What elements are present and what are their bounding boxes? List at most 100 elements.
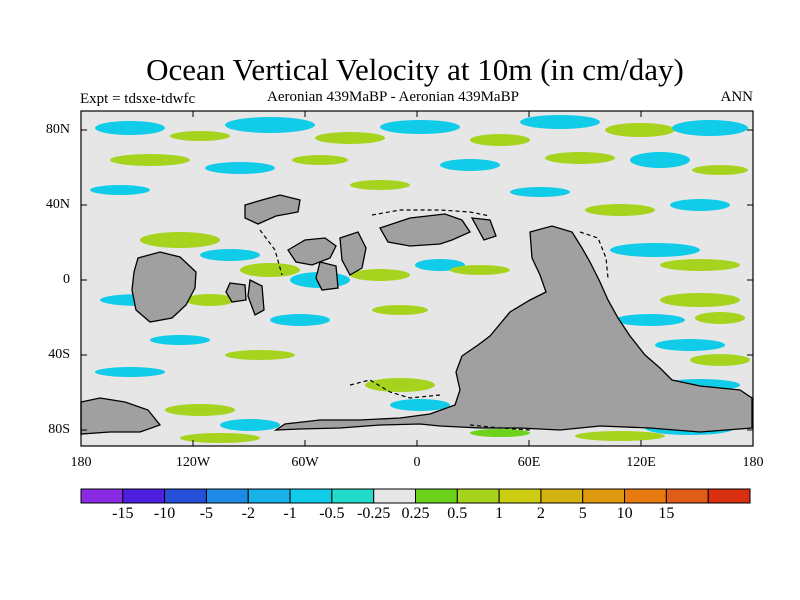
y-label-0: 0 xyxy=(63,272,70,287)
negative-anomaly xyxy=(390,399,450,411)
negative-anomaly xyxy=(520,115,600,129)
colorbar-swatch xyxy=(540,488,584,504)
small-island xyxy=(225,282,247,303)
dashed-shelf-line xyxy=(579,231,609,279)
y-label-80s: 80S xyxy=(48,422,70,437)
land-masses xyxy=(80,194,753,435)
negative-anomaly xyxy=(200,249,260,261)
colorbar-label: -15 xyxy=(112,505,134,522)
negative-anomaly xyxy=(415,259,465,271)
positive-anomaly xyxy=(690,354,750,366)
negative-anomaly xyxy=(205,162,275,174)
positive-anomaly xyxy=(110,154,190,166)
colorbar-label: 2 xyxy=(536,505,545,522)
positive-anomaly xyxy=(180,433,260,443)
dashed-shelf-lines xyxy=(259,209,609,431)
colorbar-swatch xyxy=(289,488,333,504)
positive-anomaly xyxy=(365,378,435,392)
y-label-80n: 80N xyxy=(45,122,70,137)
negative-anomaly xyxy=(150,335,210,345)
colorbar-swatch xyxy=(373,488,417,504)
x-label-180e: 180 xyxy=(742,455,764,470)
negative-anomaly xyxy=(510,187,570,197)
positive-anomaly xyxy=(292,155,348,165)
negative-anomaly xyxy=(270,314,330,326)
axis-ticks xyxy=(81,111,753,446)
positive-anomaly xyxy=(605,123,675,137)
x-label-60w: 60W xyxy=(291,455,319,470)
small-island xyxy=(287,237,337,266)
positive-anomaly xyxy=(575,431,665,441)
positive-anomaly xyxy=(585,204,655,216)
colorbar-label: -5 xyxy=(199,505,214,522)
colorbar-label: -0.5 xyxy=(319,505,345,522)
colorbar-swatch xyxy=(707,488,751,504)
dashed-shelf-line xyxy=(259,229,283,276)
positive-anomaly xyxy=(350,180,410,190)
colorbar-swatch xyxy=(456,488,500,504)
colorbar-label: 0.25 xyxy=(401,505,430,522)
positive-anomaly xyxy=(545,152,615,164)
colorbar-swatch xyxy=(498,488,542,504)
small-island xyxy=(339,231,367,276)
southwestern-landmass xyxy=(80,397,162,435)
colorbar-label: 15 xyxy=(658,505,675,522)
chart-title: Ocean Vertical Velocity at 10m (in cm/da… xyxy=(146,52,684,87)
colorbar-swatch xyxy=(624,488,667,504)
colorbar-label: 1 xyxy=(495,505,504,522)
velocity-patches xyxy=(90,115,750,443)
period-label: Aeronian 439MaBP - Aeronian 439MaBP xyxy=(267,89,519,105)
positive-anomaly xyxy=(140,232,220,248)
colorbar-label: 0.5 xyxy=(447,505,468,522)
northern-landmass xyxy=(379,213,471,247)
colorbar-label: 10 xyxy=(616,505,633,522)
negative-anomaly xyxy=(90,185,150,195)
positive-anomaly xyxy=(695,312,745,324)
colorbar-swatch xyxy=(665,488,709,504)
gondwana-continent xyxy=(273,225,753,433)
positive-anomaly xyxy=(165,404,235,416)
western-landmass xyxy=(131,251,197,323)
positive-anomaly xyxy=(225,350,295,360)
positive-anomaly xyxy=(470,429,530,437)
dashed-shelf-line xyxy=(469,424,531,431)
map-panel xyxy=(80,110,754,447)
colorbar-swatch xyxy=(164,488,207,504)
positive-anomaly xyxy=(470,134,530,146)
negative-anomaly xyxy=(225,117,315,133)
x-label-60e: 60E xyxy=(517,455,541,470)
positive-anomaly xyxy=(372,305,428,315)
colorbar-label: -2 xyxy=(241,505,255,522)
colorbar-label: -1 xyxy=(283,505,297,522)
x-label-120w: 120W xyxy=(175,455,211,470)
negative-anomaly xyxy=(655,339,725,351)
x-label-0: 0 xyxy=(413,455,421,470)
y-label-40s: 40S xyxy=(48,347,70,362)
colorbar-swatch xyxy=(80,488,124,504)
positive-anomaly xyxy=(240,263,300,277)
positive-anomaly xyxy=(170,131,230,141)
negative-anomaly xyxy=(672,120,748,136)
small-island xyxy=(315,261,339,291)
small-island xyxy=(247,279,265,316)
negative-anomaly xyxy=(220,419,280,431)
small-island xyxy=(244,194,301,225)
positive-anomaly xyxy=(660,259,740,271)
colorbar-swatch xyxy=(205,488,249,504)
experiment-label: Expt = tdsxe-tdwfc xyxy=(80,91,196,107)
negative-anomaly xyxy=(630,152,690,168)
colorbar-label: -0.25 xyxy=(357,505,391,522)
negative-anomaly xyxy=(440,159,500,171)
colorbar-swatch xyxy=(331,488,375,504)
positive-anomaly xyxy=(660,293,740,307)
x-label-120e: 120E xyxy=(626,455,656,470)
colorbar-swatch xyxy=(582,488,626,504)
colorbar-swatch xyxy=(247,488,291,504)
colorbar-label: 5 xyxy=(578,505,587,522)
positive-anomaly xyxy=(450,265,510,275)
colorbar-label: -10 xyxy=(153,505,176,522)
colorbar-swatch xyxy=(415,488,458,504)
positive-anomaly xyxy=(350,269,410,281)
season-label: ANN xyxy=(720,89,754,105)
